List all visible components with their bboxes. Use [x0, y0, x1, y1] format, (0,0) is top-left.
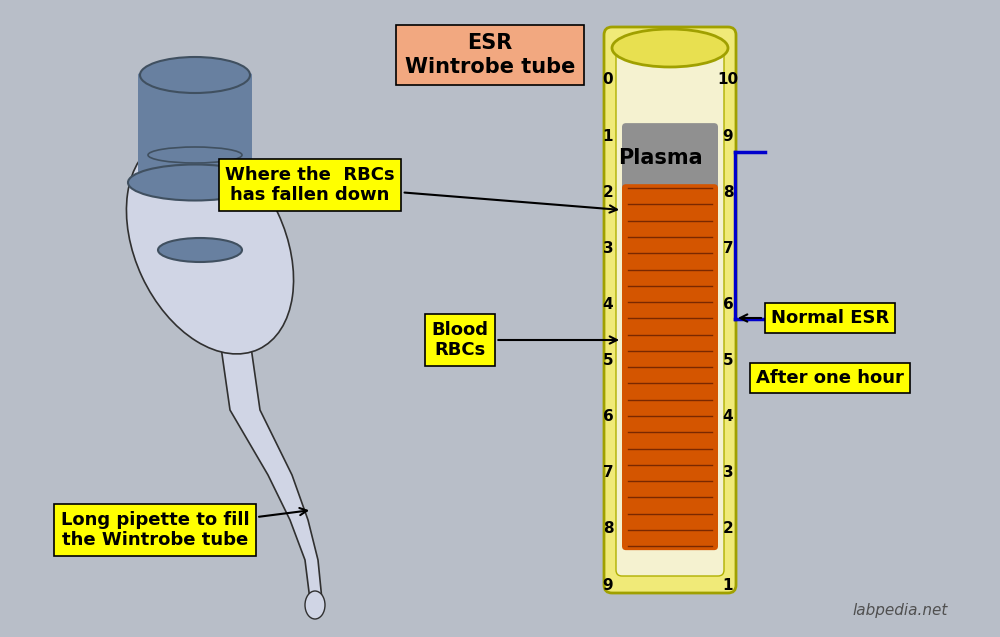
FancyBboxPatch shape — [622, 123, 718, 192]
Ellipse shape — [140, 57, 250, 93]
Text: Where the  RBCs
has fallen down: Where the RBCs has fallen down — [225, 166, 617, 213]
Text: 2: 2 — [723, 521, 733, 536]
Text: 3: 3 — [723, 465, 733, 480]
Text: 4: 4 — [723, 409, 733, 424]
Text: 5: 5 — [603, 353, 613, 368]
Text: 7: 7 — [603, 465, 613, 480]
Text: ESR
Wintrobe tube: ESR Wintrobe tube — [405, 33, 575, 76]
Text: Blood
RBCs: Blood RBCs — [432, 320, 617, 359]
Text: 7: 7 — [723, 241, 733, 256]
Text: 8: 8 — [603, 521, 613, 536]
Text: 5: 5 — [723, 353, 733, 368]
Text: Long pipette to fill
the Wintrobe tube: Long pipette to fill the Wintrobe tube — [61, 508, 307, 549]
Text: 9: 9 — [723, 129, 733, 143]
Text: 6: 6 — [603, 409, 613, 424]
Text: Plasma: Plasma — [618, 148, 702, 168]
Polygon shape — [220, 340, 322, 600]
Text: After one hour: After one hour — [756, 369, 904, 387]
Ellipse shape — [126, 136, 294, 354]
Text: 6: 6 — [723, 297, 733, 312]
Text: 1: 1 — [723, 578, 733, 592]
Text: 9: 9 — [603, 578, 613, 592]
Text: 4: 4 — [603, 297, 613, 312]
Ellipse shape — [305, 591, 325, 619]
FancyBboxPatch shape — [616, 39, 724, 576]
Ellipse shape — [128, 164, 262, 201]
Text: 2: 2 — [603, 185, 613, 199]
Ellipse shape — [158, 238, 242, 262]
Text: 8: 8 — [723, 185, 733, 199]
Text: 1: 1 — [603, 129, 613, 143]
FancyBboxPatch shape — [604, 27, 736, 593]
Text: 3: 3 — [603, 241, 613, 256]
FancyBboxPatch shape — [622, 184, 718, 550]
Text: Normal ESR: Normal ESR — [740, 309, 889, 327]
Ellipse shape — [612, 29, 728, 67]
Text: 0: 0 — [603, 73, 613, 87]
FancyBboxPatch shape — [138, 73, 252, 189]
Text: labpedia.net: labpedia.net — [852, 603, 948, 617]
Text: 10: 10 — [717, 73, 739, 87]
